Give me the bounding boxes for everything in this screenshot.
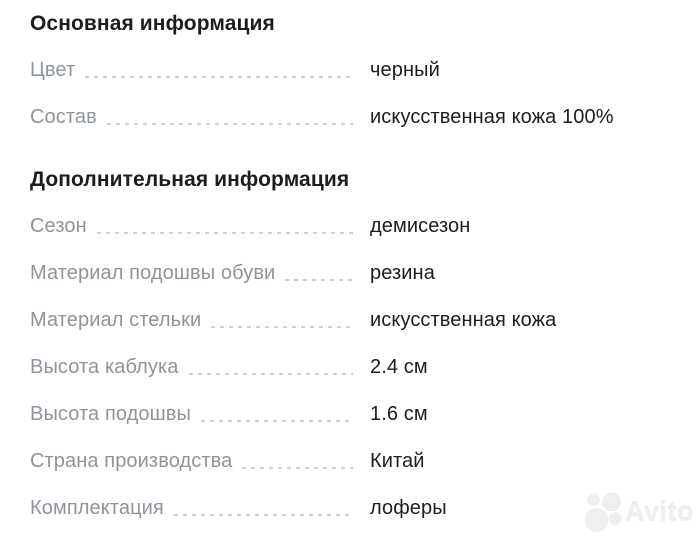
dotted-leader <box>211 325 353 328</box>
spec-label: Материал подошвы обуви <box>30 262 276 284</box>
spec-label: Материал стельки <box>30 309 202 331</box>
dotted-leader <box>242 466 353 469</box>
dotted-leader <box>106 122 353 125</box>
spec-value: черный <box>370 59 440 81</box>
dotted-leader <box>96 231 353 234</box>
spec-rows: Цвет черный Состав искусственная кожа 10… <box>30 47 669 141</box>
spec-value: демисезон <box>370 215 471 237</box>
dotted-leader <box>188 372 353 375</box>
spec-label: Цвет <box>30 59 76 81</box>
dotted-leader <box>285 278 353 281</box>
spec-value: 1.6 см <box>370 403 428 425</box>
section-title: Основная информация <box>30 12 275 35</box>
spec-value: резина <box>370 262 435 284</box>
spec-value: искусственная кожа <box>370 309 557 331</box>
dotted-leader <box>173 513 353 516</box>
spec-row: Материал подошвы обуви резина <box>30 250 669 297</box>
spec-section: Основная информация Цвет черный Состав и… <box>30 10 669 141</box>
spec-row: Комплектация лоферы <box>30 485 669 532</box>
spec-row: Высота подошвы 1.6 см <box>30 391 669 438</box>
spec-row: Сезон демисезон <box>30 203 669 250</box>
spec-row: Цвет черный <box>30 47 669 94</box>
spec-row: Страна производства Китай <box>30 438 669 485</box>
section-title: Дополнительная информация <box>30 168 350 191</box>
spec-label: Высота подошвы <box>30 403 191 425</box>
spec-label: Комплектация <box>30 497 164 519</box>
spec-value: 2.4 см <box>370 356 428 378</box>
spec-row: Материал стельки искусственная кожа <box>30 297 669 344</box>
spec-label: Сезон <box>30 215 87 237</box>
spec-row: Состав искусственная кожа 100% <box>30 94 669 141</box>
spec-value: Китай <box>370 450 425 472</box>
spec-section: Дополнительная информация Сезон демисезо… <box>30 166 669 532</box>
dotted-leader <box>201 419 353 422</box>
spec-label: Страна производства <box>30 450 233 472</box>
spec-row: Высота каблука 2.4 см <box>30 344 669 391</box>
spec-value: лоферы <box>370 497 447 519</box>
spec-rows: Сезон демисезон Материал подошвы обуви р… <box>30 203 669 532</box>
dotted-leader <box>85 75 353 78</box>
spec-label: Состав <box>30 106 97 128</box>
spec-value: искусственная кожа 100% <box>370 106 614 128</box>
spec-label: Высота каблука <box>30 356 179 378</box>
